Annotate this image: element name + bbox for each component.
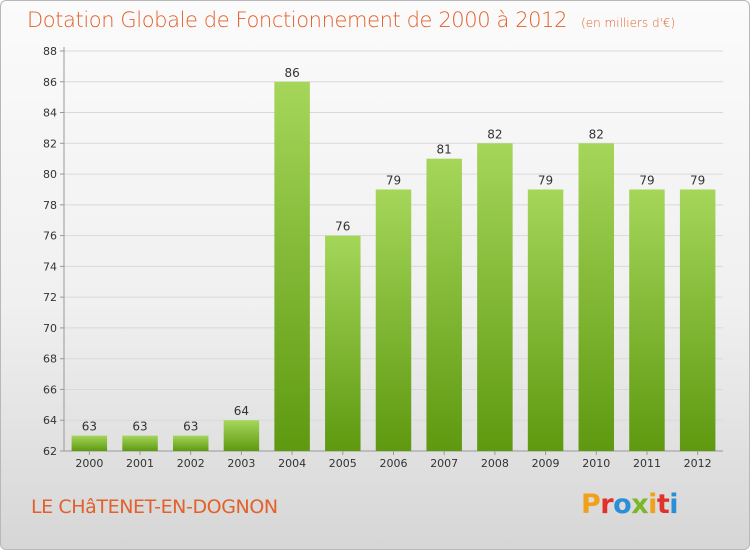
y-tick-label: 80 bbox=[43, 168, 57, 181]
bars bbox=[71, 81, 716, 452]
commune-name: LE CHâTENET-EN-DOGNON bbox=[31, 496, 278, 518]
bar bbox=[477, 143, 513, 452]
y-tick-label: 62 bbox=[43, 445, 57, 458]
bar-value-label: 63 bbox=[82, 420, 97, 434]
bar-value-label: 79 bbox=[690, 173, 705, 187]
chart-unit: (en milliers d'€) bbox=[581, 16, 676, 30]
logo-letter: P bbox=[581, 489, 601, 520]
bar bbox=[679, 189, 716, 451]
bar bbox=[71, 435, 108, 451]
x-tick-label: 2003 bbox=[227, 457, 255, 470]
logo-letter: x bbox=[631, 489, 649, 520]
y-tick-label: 64 bbox=[43, 414, 57, 427]
x-tick-label: 2004 bbox=[278, 457, 306, 470]
bar-value-label: 82 bbox=[589, 127, 604, 141]
logo-letter: o bbox=[613, 489, 632, 520]
y-tick-label: 68 bbox=[43, 353, 57, 366]
bar-value-label: 64 bbox=[234, 404, 249, 418]
y-tick-labels: 62 64 66 68 70 72 74 76 78 80 82 84 86 88 bbox=[43, 45, 57, 458]
x-tick-label: 2012 bbox=[684, 457, 712, 470]
x-tick-label: 2006 bbox=[380, 457, 408, 470]
x-tick-label: 2005 bbox=[329, 457, 357, 470]
x-tick-label: 2008 bbox=[481, 457, 509, 470]
bar-value-label: 82 bbox=[487, 127, 502, 141]
bar bbox=[223, 420, 260, 451]
bar bbox=[274, 81, 310, 452]
proxiti-logo: Proxiti bbox=[581, 489, 679, 520]
bar-value-label: 76 bbox=[335, 220, 350, 234]
bar bbox=[375, 189, 412, 451]
bar bbox=[172, 435, 209, 451]
bar bbox=[122, 435, 158, 451]
bar bbox=[527, 189, 564, 451]
chart-title-text: Dotation Globale de Fonctionnement de 20… bbox=[27, 8, 568, 32]
y-tick-label: 78 bbox=[43, 199, 57, 212]
logo-letter: t bbox=[656, 489, 670, 520]
y-tick-label: 84 bbox=[43, 107, 57, 120]
y-tick-label: 74 bbox=[43, 260, 57, 273]
x-tick-label: 2010 bbox=[582, 457, 610, 470]
x-tick-label: 2009 bbox=[532, 457, 560, 470]
x-tick-label: 2007 bbox=[430, 457, 458, 470]
bar-chart: 63 63 63 64 86 76 79 81 82 79 82 79 79 62 64 66 68 70 72 7… bbox=[43, 45, 723, 470]
y-tick-label: 82 bbox=[43, 137, 57, 150]
chart-title: Dotation Globale de Fonctionnement de 20… bbox=[27, 8, 675, 32]
x-tick-label: 2001 bbox=[126, 457, 154, 470]
bar-value-label: 79 bbox=[538, 173, 553, 187]
bar-value-label: 79 bbox=[639, 173, 654, 187]
y-tick-label: 76 bbox=[43, 230, 57, 243]
bar-value-label: 86 bbox=[284, 66, 299, 80]
y-tick-label: 88 bbox=[43, 45, 57, 58]
x-tick-labels: 2000 2001 2002 2003 2004 2005 2006 2007 2008 2009… bbox=[75, 457, 711, 470]
y-tick-label: 66 bbox=[43, 383, 57, 396]
bar-value-label: 81 bbox=[437, 143, 452, 157]
logo-letter: i bbox=[669, 489, 679, 520]
logo-letter: r bbox=[600, 489, 614, 520]
x-tick-label: 2000 bbox=[75, 457, 103, 470]
y-tick-label: 70 bbox=[43, 322, 57, 335]
bar bbox=[426, 158, 462, 451]
logo-letter: i bbox=[648, 489, 657, 520]
x-tick-label: 2011 bbox=[633, 457, 661, 470]
bar bbox=[629, 189, 665, 451]
y-tick-label: 72 bbox=[43, 291, 57, 304]
data-labels: 63 63 63 64 86 76 79 81 82 79 82 79 79 bbox=[82, 66, 706, 434]
bar bbox=[325, 235, 361, 451]
bar-value-label: 63 bbox=[183, 420, 198, 434]
bar bbox=[578, 143, 615, 452]
bar-value-label: 79 bbox=[386, 173, 401, 187]
y-tick-label: 86 bbox=[43, 76, 57, 89]
x-tick-label: 2002 bbox=[177, 457, 205, 470]
bar-value-label: 63 bbox=[132, 420, 147, 434]
